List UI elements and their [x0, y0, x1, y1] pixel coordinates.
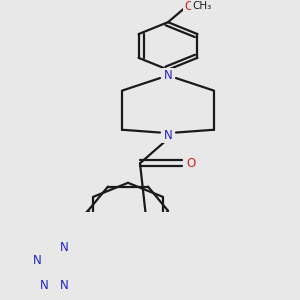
Text: N: N [60, 241, 68, 254]
Text: N: N [164, 69, 172, 82]
Text: O: O [186, 157, 196, 170]
Text: N: N [60, 279, 69, 292]
Text: N: N [33, 254, 42, 267]
Text: N: N [40, 279, 49, 292]
Text: CH₃: CH₃ [192, 1, 212, 11]
Text: N: N [164, 129, 172, 142]
Text: O: O [184, 0, 194, 13]
